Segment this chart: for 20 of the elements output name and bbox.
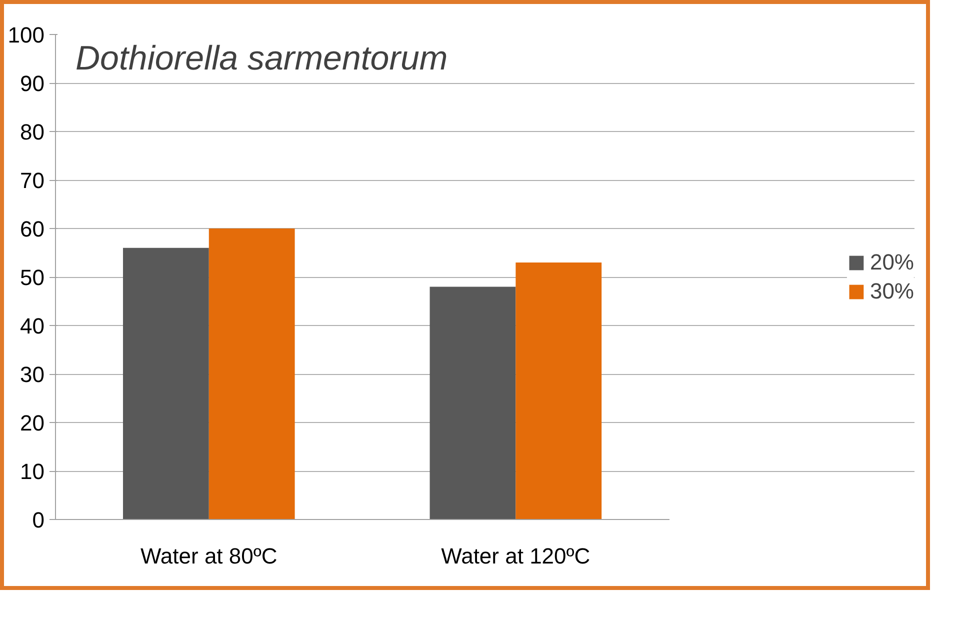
bar xyxy=(208,228,295,520)
y-tick-label: 50 xyxy=(20,265,45,290)
y-tick-label: 40 xyxy=(20,314,45,338)
y-tick-label: 60 xyxy=(20,216,45,242)
y-tick-label: 80 xyxy=(20,120,45,144)
y-tick-label: 20 xyxy=(20,410,45,436)
y-tick-label: 70 xyxy=(20,168,45,193)
x-tick-label: Water at 80ºC xyxy=(140,544,278,568)
legend-label: 30% xyxy=(870,278,914,304)
chart-title: Dothiorella sarmentorum xyxy=(76,40,448,78)
y-tick-label: 0 xyxy=(32,508,45,532)
x-tick-label: Water at 120ºC xyxy=(441,544,590,568)
bar xyxy=(122,248,209,520)
y-tick-label: 30 xyxy=(20,362,45,387)
y-tick-label: 100 xyxy=(8,22,45,48)
legend-label: 20% xyxy=(870,249,914,275)
y-tick-label: 10 xyxy=(20,459,45,484)
bar xyxy=(430,286,516,520)
y-tick-label: 90 xyxy=(20,71,45,96)
bar xyxy=(516,262,602,520)
